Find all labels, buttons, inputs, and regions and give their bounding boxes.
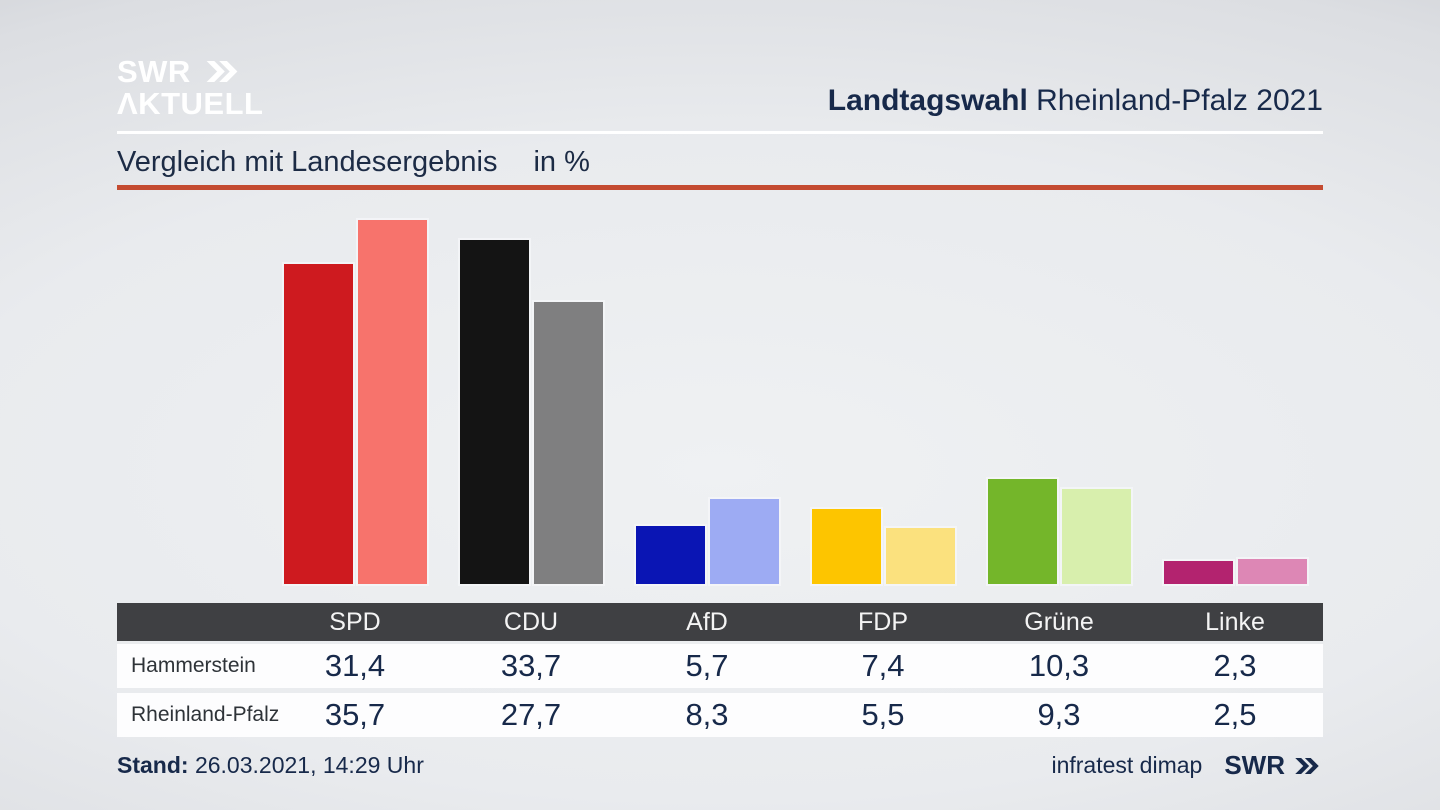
- swr-footer-logo: SWR: [1224, 750, 1323, 781]
- title-bold: Landtagswahl: [827, 84, 1028, 117]
- bar-rheinland-pfalz-fdp: [885, 527, 955, 584]
- stand-timestamp: Stand: 26.03.2021, 14:29 Uhr: [117, 752, 424, 779]
- value-rheinland-pfalz-cdu: 27,7: [500, 697, 562, 732]
- bar-hammerstein-fdp: [811, 508, 881, 584]
- stand-value: 26.03.2021, 14:29 Uhr: [188, 752, 424, 778]
- bar-chart: [117, 196, 1323, 584]
- header-cell-linke: Linke: [1205, 607, 1265, 636]
- bar-hammerstein-spd: [283, 263, 353, 584]
- results-table-header: SPD CDU AfD FDP Grüne Linke: [117, 603, 1323, 641]
- chart-spacer: [117, 196, 267, 584]
- bar-group-spd: [267, 196, 443, 584]
- value-rheinland-pfalz-afd: 8,3: [685, 697, 729, 732]
- footer: Stand: 26.03.2021, 14:29 Uhr infratest d…: [117, 750, 1323, 781]
- value-hammerstein-linke: 2,3: [1213, 648, 1257, 683]
- value-rheinland-pfalz-spd: 35,7: [324, 697, 386, 732]
- bar-group-gr-ne: [971, 196, 1147, 584]
- swr-wordmark-text: SWR: [117, 53, 191, 89]
- header-cell-gr-ne: Grüne: [1024, 607, 1094, 636]
- bar-rheinland-pfalz-gr-ne: [1061, 489, 1131, 584]
- swr-chevrons-icon: [1295, 757, 1319, 774]
- aktuell-wordmark: ΛKTUELL: [117, 85, 264, 121]
- bar-rheinland-pfalz-linke: [1237, 558, 1307, 584]
- source-credit: infratest dimap: [1051, 752, 1203, 778]
- credits: infratest dimap SWR: [1051, 750, 1323, 781]
- header-cell-cdu: CDU: [503, 607, 559, 636]
- bar-hammerstein-afd: [635, 525, 705, 584]
- value-hammerstein-gr-ne: 10,3: [1028, 648, 1090, 683]
- bar-rheinland-pfalz-spd: [357, 219, 427, 584]
- swr-wordmark: SWR: [117, 53, 263, 89]
- value-rheinland-pfalz-linke: 2,5: [1213, 697, 1257, 732]
- header-cell-fdp: FDP: [858, 607, 908, 636]
- swr-chevrons-icon: [206, 61, 238, 83]
- header-cell-spd: SPD: [329, 607, 381, 636]
- bar-hammerstein-cdu: [459, 240, 529, 584]
- swr-footer-wordmark: SWR: [1224, 750, 1285, 780]
- subtitle-text: Vergleich mit Landesergebnis: [117, 146, 498, 178]
- chart-subtitle: Vergleich mit Landesergebnis in %: [117, 145, 1323, 180]
- bar-group-afd: [619, 196, 795, 584]
- page-title: Landtagswahl Rheinland-Pfalz 2021: [828, 84, 1323, 120]
- table-row-rheinland-pfalz: Rheinland-Pfalz 35,7 27,7 8,3 5,5 9,3 2,5: [117, 693, 1323, 737]
- stand-label: Stand:: [117, 752, 189, 778]
- header-divider: [117, 131, 1323, 134]
- unit-label: in %: [533, 146, 590, 178]
- bar-group-linke: [1147, 196, 1323, 584]
- swr-aktuell-logo: SWR ΛKTUELL: [117, 53, 264, 121]
- bar-rheinland-pfalz-afd: [709, 499, 779, 584]
- bar-hammerstein-gr-ne: [987, 478, 1057, 584]
- row-label-rheinland-pfalz: Rheinland-Pfalz: [131, 703, 280, 726]
- value-hammerstein-fdp: 7,4: [861, 648, 905, 683]
- header-row: SWR ΛKTUELL Landtagswahl Rheinland-Pfalz…: [117, 0, 1323, 120]
- title-rest: Rheinland-Pfalz 2021: [1027, 84, 1323, 117]
- bar-hammerstein-linke: [1163, 560, 1233, 584]
- header-cell-afd: AfD: [686, 607, 728, 636]
- value-hammerstein-afd: 5,7: [685, 648, 729, 683]
- bar-group-cdu: [443, 196, 619, 584]
- value-hammerstein-cdu: 33,7: [500, 648, 562, 683]
- bar-rheinland-pfalz-cdu: [533, 301, 603, 584]
- row-label-hammerstein: Hammerstein: [131, 654, 256, 677]
- accent-divider: [117, 185, 1323, 190]
- bar-group-fdp: [795, 196, 971, 584]
- value-hammerstein-spd: 31,4: [324, 648, 386, 683]
- content-area: SWR ΛKTUELL Landtagswahl Rheinland-Pfalz…: [117, 0, 1323, 781]
- value-rheinland-pfalz-fdp: 5,5: [861, 697, 905, 732]
- value-rheinland-pfalz-gr-ne: 9,3: [1037, 697, 1081, 732]
- table-row-hammerstein: Hammerstein 31,4 33,7 5,7 7,4 10,3 2,3: [117, 644, 1323, 688]
